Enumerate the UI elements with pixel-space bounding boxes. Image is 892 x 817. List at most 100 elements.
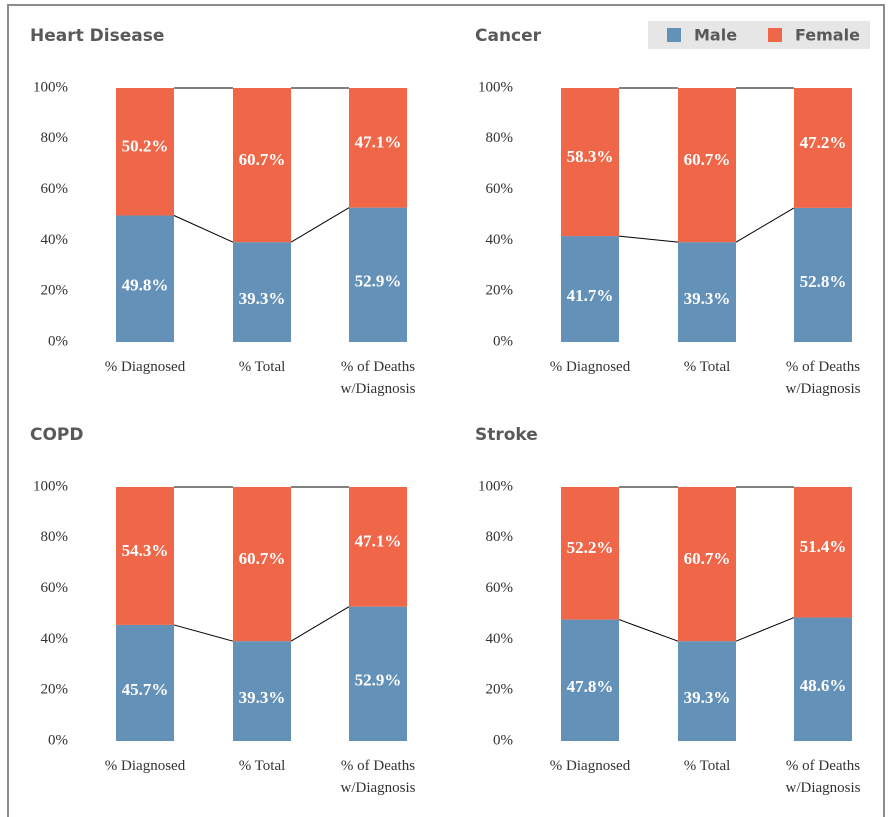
connector — [618, 235, 679, 243]
x-tick-label: % Total — [683, 359, 731, 375]
value-label: 58.3% — [567, 147, 614, 166]
bar-segment — [678, 88, 736, 243]
x-tick-label: % of Deaths w/Diagnosis — [785, 758, 861, 796]
y-tick-label: 80% — [486, 130, 514, 146]
bar-segment — [794, 487, 852, 618]
bar-segment — [678, 487, 736, 642]
chart: Stroke 0% 20% 40% 60% 80% 100% 47.8% 52.2% % Diag… — [475, 425, 861, 796]
bar-segment — [561, 487, 619, 620]
y-tick-label: 0% — [493, 732, 513, 748]
bar-segment — [678, 242, 736, 342]
bar-segment — [561, 619, 619, 741]
y-tick-label: 0% — [48, 333, 68, 349]
bar-segment — [349, 207, 407, 342]
bar-segment — [116, 215, 174, 342]
value-label: 39.3% — [239, 289, 286, 308]
legend-box — [648, 21, 870, 49]
y-tick-label: 20% — [486, 283, 514, 299]
chart-title: Stroke — [475, 425, 538, 445]
value-label: 50.2% — [122, 137, 169, 156]
y-tick-label: 100% — [33, 478, 68, 494]
value-label: 60.7% — [239, 150, 286, 169]
connector — [735, 617, 795, 642]
bar-segment — [561, 236, 619, 342]
y-tick-label: 40% — [486, 232, 514, 248]
value-label: 48.6% — [800, 676, 847, 695]
y-tick-label: 60% — [486, 580, 514, 596]
chart-title: Heart Disease — [30, 26, 164, 46]
chart: Cancer 0% 20% 40% 60% 80% 100% 41.7% 58.3% % Diag… — [475, 26, 861, 397]
x-tick-label: % Total — [238, 359, 286, 375]
y-tick-label: 0% — [48, 732, 68, 748]
connector — [173, 624, 234, 642]
y-tick-label: 100% — [478, 79, 513, 95]
chart-title: Cancer — [475, 26, 542, 46]
y-tick-label: 100% — [33, 79, 68, 95]
x-label-box: % of Deaths w/Diagnosis — [785, 758, 861, 796]
bar-segment — [794, 88, 852, 208]
connector — [173, 215, 234, 243]
value-label: 51.4% — [800, 537, 847, 556]
bar-segment — [678, 641, 736, 741]
bar-segment — [116, 88, 174, 216]
value-label: 60.7% — [684, 549, 731, 568]
value-label: 52.9% — [355, 671, 402, 690]
bar-segment — [233, 641, 291, 741]
y-tick-label: 20% — [486, 682, 514, 698]
value-label: 47.8% — [567, 677, 614, 696]
y-tick-label: 40% — [41, 631, 69, 647]
y-tick-label: 40% — [41, 232, 69, 248]
y-tick-label: 40% — [486, 631, 514, 647]
bar-segment — [794, 207, 852, 342]
x-label-box: % Diagnosed — [104, 359, 186, 375]
bar-segment — [349, 88, 407, 208]
connector — [735, 207, 795, 243]
x-tick-label: % Diagnosed — [549, 758, 631, 774]
y-tick-label: 60% — [41, 181, 69, 197]
x-tick-label: % Diagnosed — [104, 758, 186, 774]
legend-swatch — [667, 28, 681, 42]
value-label: 60.7% — [684, 150, 731, 169]
x-tick-label: % of Deaths w/Diagnosis — [785, 359, 861, 397]
x-label-box: % Diagnosed — [104, 758, 186, 774]
y-tick-label: 20% — [41, 283, 69, 299]
x-tick-label: % of Deaths w/Diagnosis — [340, 758, 416, 796]
value-label: 47.1% — [355, 532, 402, 551]
y-tick-label: 60% — [41, 580, 69, 596]
x-label-box: % Total — [239, 758, 286, 774]
bar-segment — [561, 88, 619, 237]
value-label: 39.3% — [239, 688, 286, 707]
x-tick-label: % Total — [683, 758, 731, 774]
value-label: 47.1% — [355, 133, 402, 152]
chart: Heart Disease 0% 20% 40% 60% 80% 100% 49.8% 50.2… — [30, 26, 416, 397]
y-tick-label: 80% — [41, 529, 69, 545]
chart-title: COPD — [30, 425, 84, 445]
x-label-box: % Total — [683, 758, 731, 774]
bar-segment — [233, 88, 291, 243]
legend-swatch — [768, 28, 782, 42]
value-label: 45.7% — [122, 680, 169, 699]
x-label-box: % of Deaths w/Diagnosis — [341, 359, 416, 397]
connector — [290, 606, 350, 642]
bar-segment — [116, 487, 174, 625]
value-label: 52.9% — [355, 272, 402, 291]
x-label-box: % Diagnosed — [550, 359, 630, 375]
value-label: 39.3% — [684, 688, 731, 707]
x-label-box: % Total — [683, 359, 731, 375]
connector — [618, 619, 679, 642]
value-label: 39.3% — [684, 289, 731, 308]
y-tick-label: 0% — [493, 333, 513, 349]
value-label: 52.2% — [567, 538, 614, 557]
value-label: 47.2% — [800, 133, 847, 152]
y-tick-label: 100% — [478, 478, 513, 494]
legend-label: Male — [694, 26, 737, 45]
chart: COPD 0% 20% 40% 60% 80% 100% 45.7% 54.3% % Diagno… — [30, 425, 416, 796]
y-tick-label: 80% — [41, 130, 69, 146]
value-label: 41.7% — [567, 286, 614, 305]
bar-segment — [349, 487, 407, 607]
value-label: 60.7% — [239, 549, 286, 568]
frame — [7, 4, 885, 817]
connector — [290, 207, 350, 243]
x-tick-label: % Diagnosed — [104, 359, 186, 375]
